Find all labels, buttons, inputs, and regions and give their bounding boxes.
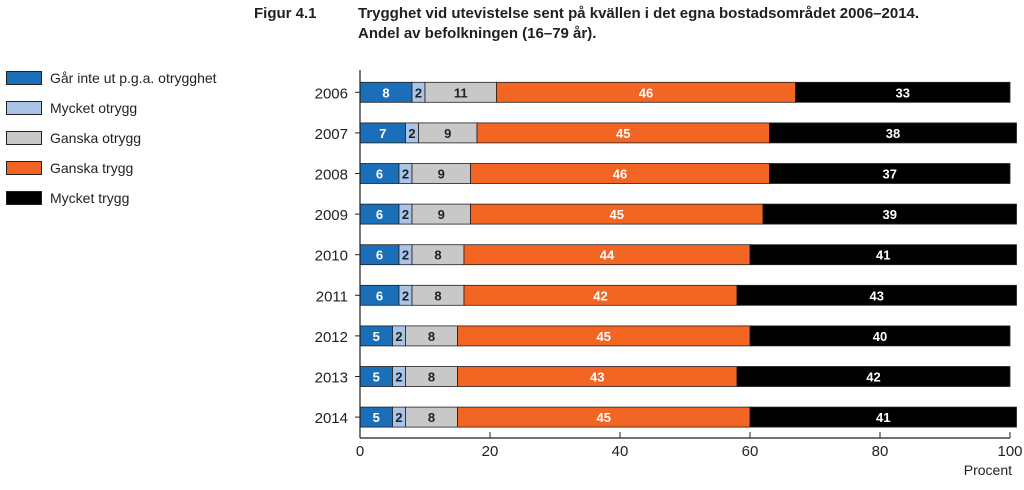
data-label: 2 — [415, 85, 422, 100]
data-label: 42 — [593, 288, 607, 303]
data-label: 2 — [408, 126, 415, 141]
figure-label: Figur 4.1 — [254, 5, 317, 22]
data-label: 2 — [395, 370, 402, 385]
x-tick-label: 40 — [612, 443, 629, 460]
data-label: 9 — [438, 207, 445, 222]
legend-swatch — [6, 191, 42, 205]
bar-segment-2014-4 — [749, 406, 1017, 428]
category-label-2006: 2006 — [315, 85, 348, 102]
bar-segment-2007-4 — [769, 122, 1017, 144]
data-label: 8 — [434, 288, 441, 303]
x-axis-title: Procent — [964, 462, 1012, 478]
data-label: 7 — [379, 126, 386, 141]
legend-label: Ganska otrygg — [50, 130, 142, 146]
data-label: 9 — [438, 167, 445, 182]
data-label: 6 — [376, 167, 383, 182]
category-label-2009: 2009 — [315, 207, 348, 224]
data-label: 6 — [376, 248, 383, 263]
x-tick-label: 60 — [742, 443, 759, 460]
data-label: 2 — [402, 248, 409, 263]
bar-segment-2008-4 — [769, 163, 1011, 184]
bar-segment-2011-4 — [736, 284, 1017, 306]
data-label: 2 — [395, 329, 402, 344]
bar-segment-2006-4 — [795, 81, 1011, 103]
data-label: 6 — [376, 288, 383, 303]
data-label: 46 — [613, 167, 627, 182]
data-label: 2 — [395, 410, 402, 425]
legend-label: Mycket otrygg — [50, 100, 138, 116]
data-label: 6 — [376, 207, 383, 222]
data-label: 45 — [597, 410, 611, 425]
legend-label: Går inte ut p.g.a. otrygghet — [50, 70, 217, 86]
data-label: 33 — [896, 85, 910, 100]
data-label: 8 — [434, 248, 441, 263]
data-label: 2 — [402, 288, 409, 303]
bar-segment-2010-4 — [749, 244, 1017, 266]
data-label: 5 — [373, 329, 380, 344]
category-label-2012: 2012 — [315, 329, 348, 346]
data-label: 42 — [866, 370, 880, 385]
data-label: 37 — [883, 167, 897, 182]
legend-swatch — [6, 101, 42, 115]
legend-swatch — [6, 71, 42, 85]
data-label: 45 — [597, 329, 611, 344]
bar-segment-2012-4 — [749, 325, 1011, 347]
x-tick-label: 0 — [356, 443, 364, 460]
bar-segment-2009-4 — [762, 203, 1017, 225]
x-tick-label: 80 — [872, 443, 889, 460]
category-label-2008: 2008 — [315, 167, 348, 184]
category-label-2014: 2014 — [315, 410, 348, 427]
x-tick-label: 100 — [997, 443, 1022, 460]
figure-title-line-2: Andel av befolkningen (16–79 år). — [358, 25, 597, 42]
legend-swatch — [6, 131, 42, 145]
data-label: 44 — [600, 248, 615, 263]
data-label: 9 — [444, 126, 451, 141]
data-label: 38 — [886, 126, 900, 141]
category-label-2010: 2010 — [315, 248, 348, 265]
legend-label: Mycket trygg — [50, 190, 130, 206]
data-label: 43 — [870, 288, 884, 303]
data-label: 40 — [873, 329, 887, 344]
category-label-2007: 2007 — [315, 126, 348, 143]
bar-segment-2013-4 — [736, 366, 1011, 387]
data-label: 8 — [428, 329, 435, 344]
category-label-2011: 2011 — [316, 288, 348, 305]
data-label: 8 — [382, 85, 389, 100]
legend-label: Ganska trygg — [50, 160, 134, 176]
data-label: 5 — [373, 410, 380, 425]
data-label: 2 — [402, 167, 409, 182]
x-tick-label: 20 — [482, 443, 499, 460]
category-label-2013: 2013 — [315, 370, 348, 387]
figure-title-line-1: Trygghet vid utevistelse sent på kvällen… — [358, 5, 920, 22]
data-label: 45 — [616, 126, 630, 141]
data-label: 43 — [590, 370, 604, 385]
data-label: 8 — [428, 410, 435, 425]
data-label: 39 — [883, 207, 897, 222]
data-label: 46 — [639, 85, 653, 100]
legend-swatch — [6, 161, 42, 175]
data-label: 11 — [454, 85, 468, 100]
data-label: 41 — [876, 248, 890, 263]
data-label: 41 — [876, 410, 890, 425]
data-label: 5 — [373, 370, 380, 385]
data-label: 2 — [402, 207, 409, 222]
data-label: 45 — [610, 207, 624, 222]
data-label: 8 — [428, 370, 435, 385]
